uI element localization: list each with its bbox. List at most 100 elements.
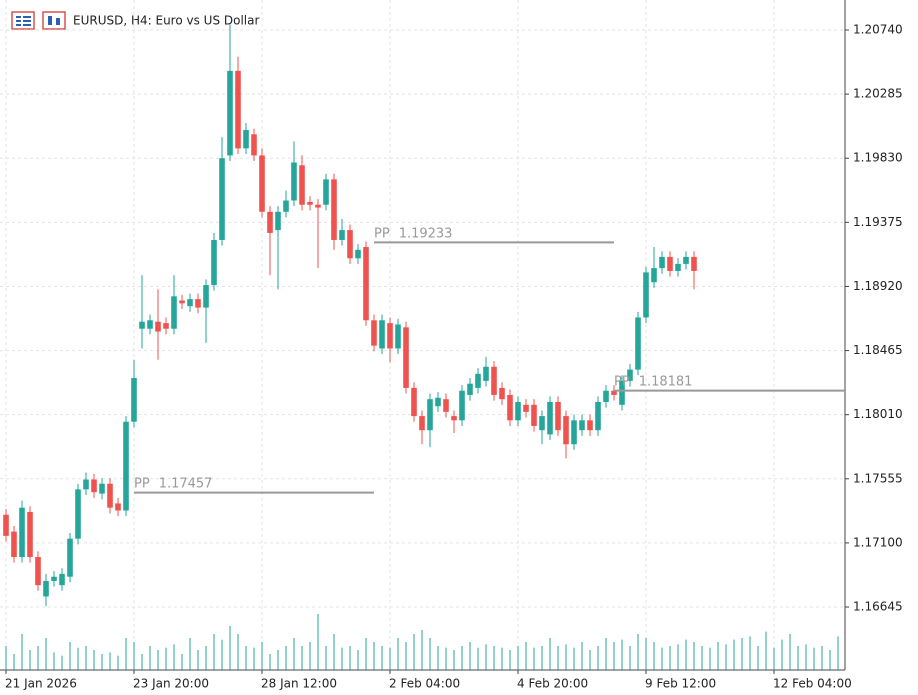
candle-body xyxy=(35,556,41,586)
y-tick-label: 1.17100 xyxy=(853,535,903,549)
candle-body xyxy=(307,201,313,205)
candle-body xyxy=(571,420,577,445)
candle-body xyxy=(443,399,449,412)
icon-line xyxy=(23,24,31,26)
candle-body xyxy=(691,256,697,271)
icon-line xyxy=(23,20,31,22)
candle-body xyxy=(667,256,673,271)
y-tick-label: 1.18465 xyxy=(853,343,903,357)
candle-body xyxy=(163,323,169,329)
candle-body xyxy=(547,402,553,435)
candle-body xyxy=(595,402,601,431)
candle-body xyxy=(179,300,185,304)
chart-title: EURUSD, H4: Euro vs US Dollar xyxy=(73,14,259,28)
y-tick-label: 1.18920 xyxy=(853,279,903,293)
candle-body xyxy=(75,489,81,539)
y-tick-label: 1.20740 xyxy=(853,23,903,37)
icon-line xyxy=(16,24,21,26)
candle-body xyxy=(211,239,217,286)
icon-line xyxy=(16,16,21,18)
candle-body xyxy=(531,404,537,426)
candle-body xyxy=(323,179,329,205)
y-tick-label: 1.17555 xyxy=(853,471,903,485)
icon-line xyxy=(16,20,21,22)
candle-body xyxy=(475,373,481,388)
candle-body xyxy=(99,483,105,494)
x-tick-label: 21 Jan 2026 xyxy=(5,677,77,691)
x-tick-label: 28 Jan 12:00 xyxy=(261,677,337,691)
y-tick-label: 1.19375 xyxy=(853,215,903,229)
candle-body xyxy=(3,514,9,536)
candle-body xyxy=(259,155,265,212)
menu-icon[interactable] xyxy=(11,11,35,30)
candle-body xyxy=(107,483,113,508)
candle-body xyxy=(267,211,273,233)
candle-body xyxy=(19,507,25,557)
pivot-name: PP xyxy=(374,226,390,241)
candle-body xyxy=(563,416,569,445)
candle-body xyxy=(427,399,433,431)
candle-body xyxy=(675,263,681,271)
candle-body xyxy=(403,327,409,388)
pivot-label: PP 1.18181 xyxy=(614,374,692,389)
candle-body xyxy=(275,211,281,231)
chart-type-icon[interactable] xyxy=(42,11,66,30)
icon-bar xyxy=(56,18,60,25)
candle-body xyxy=(195,299,201,308)
candle-body xyxy=(43,580,49,597)
pivot-value: 1.19233 xyxy=(399,226,453,241)
candle-body xyxy=(395,324,401,349)
y-tick-label: 1.19830 xyxy=(853,151,903,165)
candle-body xyxy=(235,70,241,149)
candle-body xyxy=(435,397,441,407)
candle-body xyxy=(555,402,561,431)
candle-body xyxy=(203,285,209,308)
candle-body xyxy=(387,323,393,349)
candle-body xyxy=(147,320,153,329)
pivot-label: PP 1.17457 xyxy=(134,476,212,491)
candle-body xyxy=(371,320,377,346)
candle-body xyxy=(643,272,649,318)
pivot-label: PP 1.19233 xyxy=(374,226,452,241)
candle-body xyxy=(467,383,473,395)
candle-body xyxy=(459,390,465,421)
candle-body xyxy=(115,503,121,511)
candle-body xyxy=(363,247,369,321)
candle-body xyxy=(523,404,529,412)
candle-body xyxy=(483,366,489,381)
candle-body xyxy=(339,230,345,240)
icon-line xyxy=(23,16,31,18)
icon-frame xyxy=(42,11,66,30)
candle-body xyxy=(491,366,497,395)
candle-body xyxy=(635,317,641,370)
candle-body xyxy=(411,387,417,417)
candle-body xyxy=(187,299,193,307)
pivot-name: PP xyxy=(614,374,630,389)
candle-body xyxy=(507,394,513,421)
candle-body xyxy=(331,179,337,240)
x-tick-label: 4 Feb 20:00 xyxy=(517,677,588,691)
candle-body xyxy=(251,134,257,156)
candle-body xyxy=(283,200,289,212)
candle-body xyxy=(51,576,57,581)
candle-body xyxy=(11,531,17,557)
candle-body xyxy=(451,416,457,421)
pivot-value: 1.17457 xyxy=(159,476,213,491)
y-tick-label: 1.20285 xyxy=(853,87,903,101)
candle-body xyxy=(131,378,137,422)
candle-body xyxy=(27,511,33,557)
candle-body xyxy=(619,380,625,405)
pivot-name: PP xyxy=(134,476,150,491)
icon-bar xyxy=(48,16,52,25)
candle-body xyxy=(67,538,73,577)
candle-body xyxy=(227,70,233,156)
candle-body xyxy=(603,390,609,402)
candle-body xyxy=(91,479,97,493)
candle-body xyxy=(587,420,593,431)
candle-body xyxy=(139,321,145,329)
x-tick-label: 2 Feb 04:00 xyxy=(389,677,460,691)
candle-body xyxy=(59,573,65,586)
candle-body xyxy=(499,387,505,400)
